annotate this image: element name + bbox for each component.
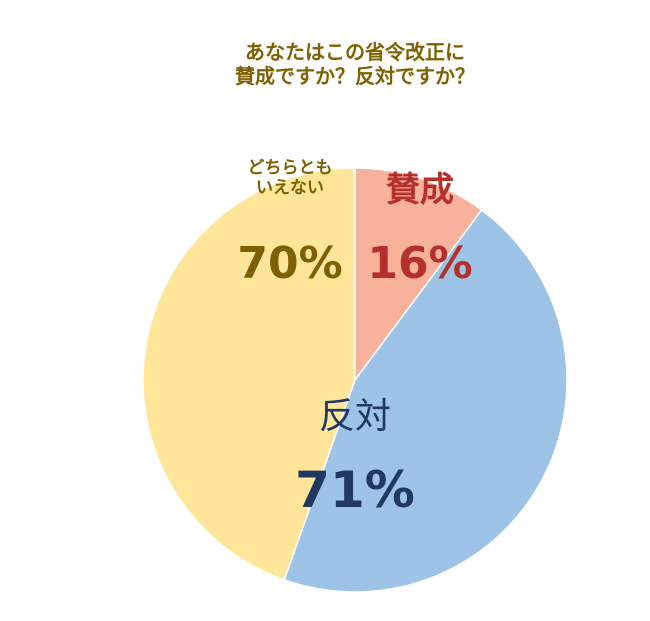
pie-slice [354,167,483,383]
category-label: どちらともいえない [247,158,333,199]
pie-slice [142,167,356,581]
pie-slice [283,208,568,593]
value-label: 70% [237,238,343,289]
chart-title: あなたはこの省令改正に 賛成ですか？反対ですか？ [235,40,475,88]
category-label: 反対 [318,396,392,437]
category-label: 賛成 [386,170,454,210]
title-line: あなたはこの省令改正に [245,40,465,64]
value-label: 71% [295,461,415,519]
value-label: 16% [367,238,473,289]
title-line: 賛成ですか？反対ですか？ [235,64,475,88]
